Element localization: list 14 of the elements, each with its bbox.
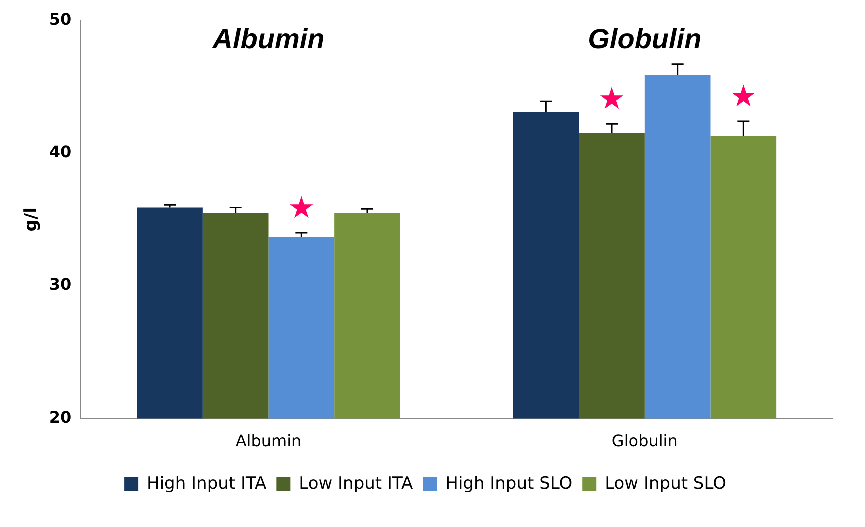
y-axis-title: g/l: [22, 208, 42, 232]
y-tick-label: 20: [49, 408, 72, 427]
legend-label: Low Input ITA: [299, 474, 414, 494]
y-tick-label: 40: [49, 142, 72, 162]
text: Albumin: [236, 432, 302, 451]
data-label: ★: [288, 190, 316, 226]
y-tick-label: 50: [49, 10, 72, 29]
data-label: ★: [598, 82, 626, 117]
legend-label: Low Input SLO: [605, 474, 726, 494]
y-tick-label: 30: [49, 275, 72, 294]
text: Globulin: [612, 432, 678, 451]
legend-label: High Input SLO: [446, 474, 573, 494]
data-label: ★: [730, 79, 758, 114]
legend-label: High Input ITA: [147, 474, 268, 494]
